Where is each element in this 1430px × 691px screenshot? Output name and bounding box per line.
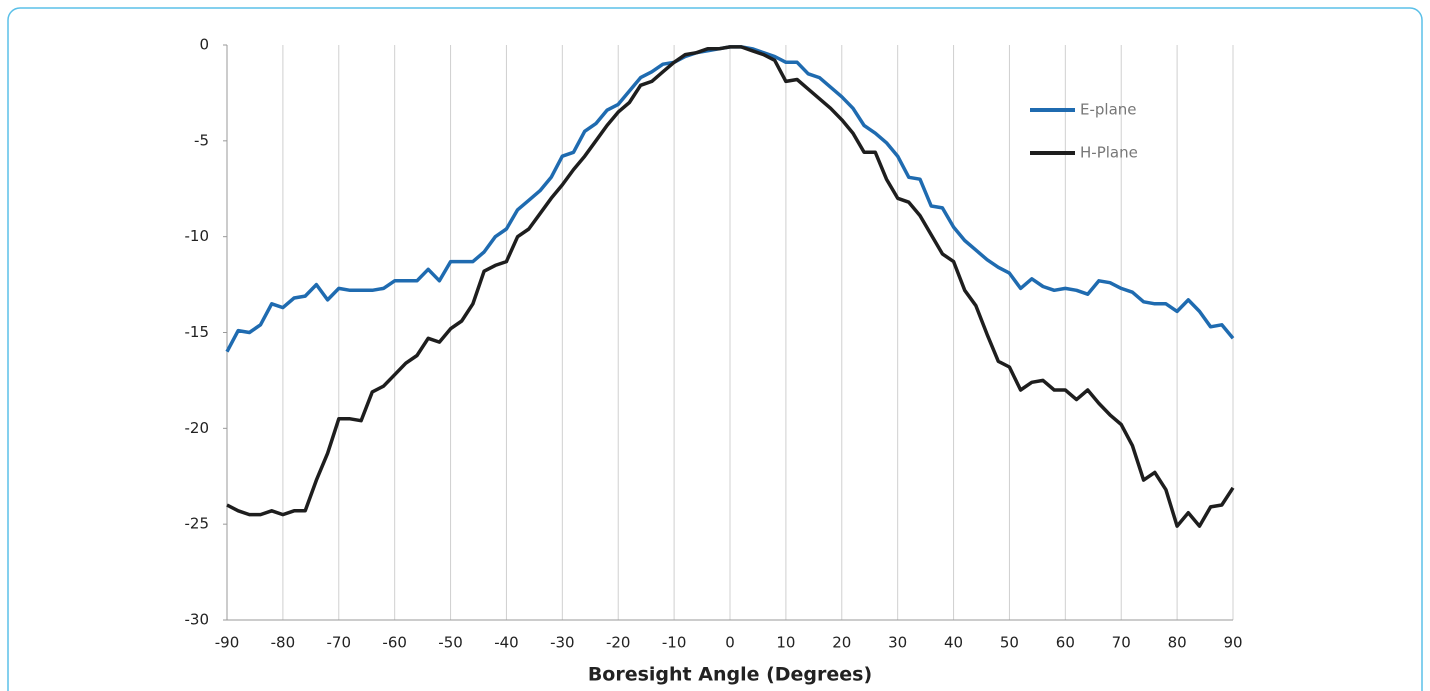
x-tick-label: -30 [550, 634, 575, 652]
y-tick-label: -5 [194, 131, 209, 149]
x-tick-label: -10 [662, 634, 687, 652]
x-tick-label: -60 [382, 634, 407, 652]
x-tick-label: -80 [271, 634, 296, 652]
x-tick-label: 50 [1000, 634, 1019, 652]
y-tick-label: -10 [185, 227, 210, 245]
x-tick-label: 40 [944, 634, 963, 652]
x-tick-label: 60 [1056, 634, 1075, 652]
legend-label: H-Plane [1080, 144, 1138, 162]
x-tick-label: 70 [1112, 634, 1131, 652]
x-tick-label: 10 [776, 634, 795, 652]
y-tick-label: -20 [185, 419, 210, 437]
x-tick-label: 80 [1168, 634, 1187, 652]
x-tick-label: 20 [832, 634, 851, 652]
series-line [226, 45, 1235, 528]
x-tick-label: -20 [606, 634, 631, 652]
x-axis-label: Boresight Angle (Degrees) [588, 664, 872, 686]
frame [7, 7, 1423, 691]
y-tick-label: -25 [185, 515, 210, 533]
x-tick-label: 90 [1223, 634, 1242, 652]
x-tick-label: -90 [215, 634, 240, 652]
y-tick-label: -30 [185, 611, 210, 629]
x-tick-label: -70 [327, 634, 352, 652]
x-tick-label: -40 [494, 634, 519, 652]
y-tick-label: -15 [185, 323, 210, 341]
legend-label: E-plane [1080, 101, 1137, 119]
x-tick-label: -50 [438, 634, 463, 652]
y-tick-label: 0 [199, 36, 209, 54]
x-tick-label: 30 [888, 634, 907, 652]
x-tick-label: 0 [725, 634, 735, 652]
